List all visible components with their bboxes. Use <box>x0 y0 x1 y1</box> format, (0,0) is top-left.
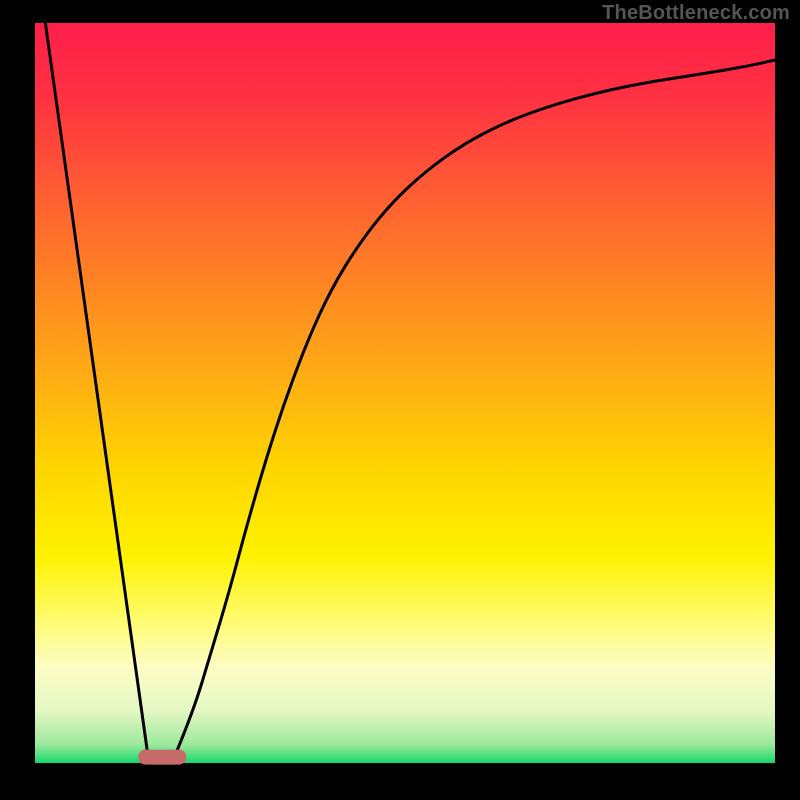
bottleneck-marker <box>138 750 186 765</box>
watermark-text: TheBottleneck.com <box>602 2 790 25</box>
plot-area <box>35 23 775 763</box>
chart-stage: TheBottleneck.com <box>0 0 800 800</box>
bottleneck-chart <box>0 0 800 800</box>
